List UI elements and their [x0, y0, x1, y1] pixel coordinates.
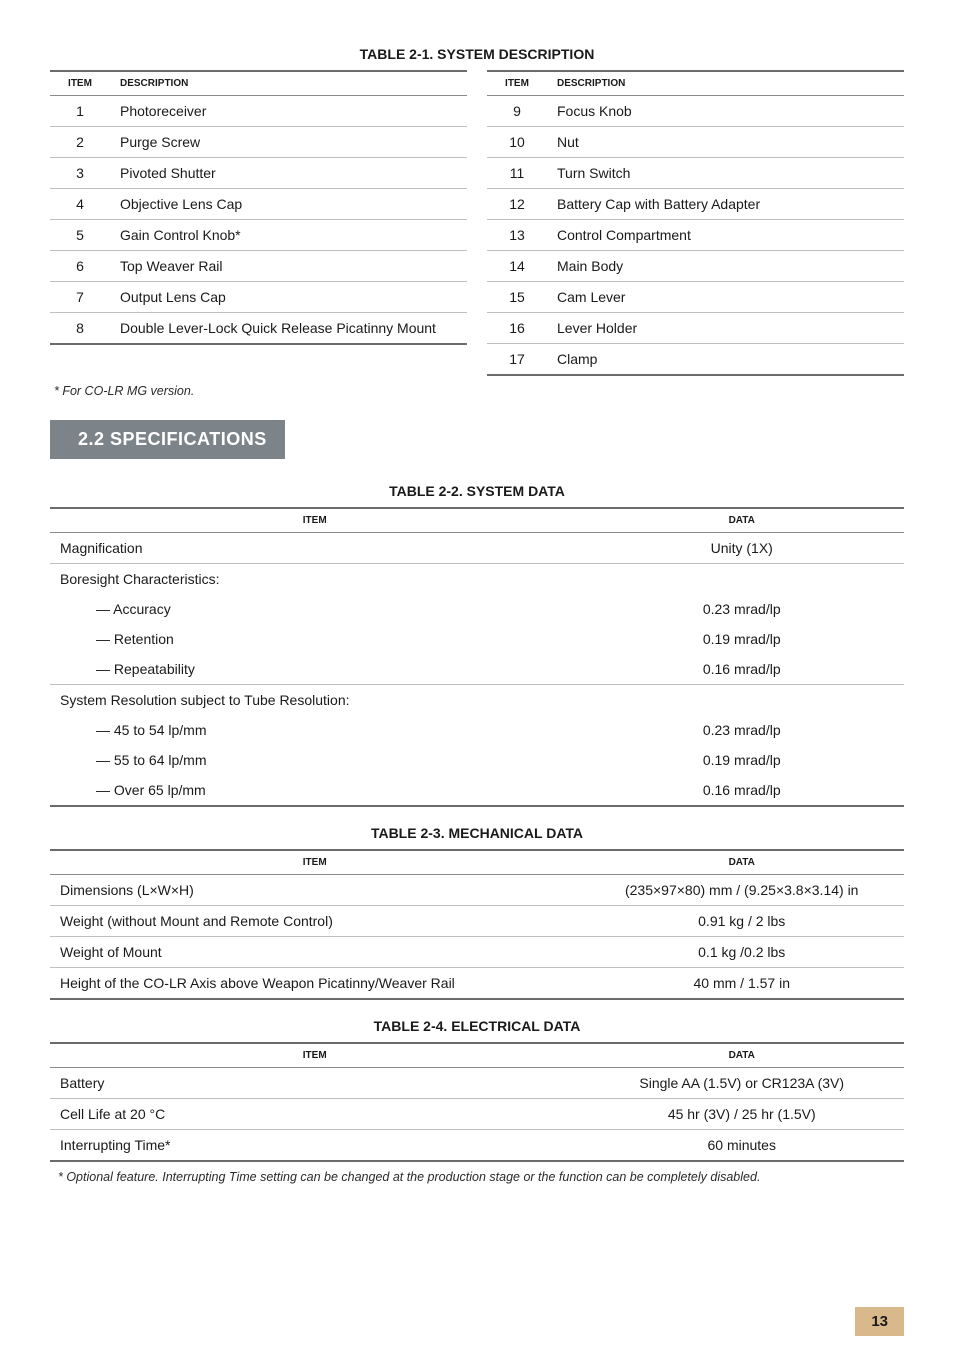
row-label: Cell Life at 20 °C [50, 1099, 579, 1130]
table-2-1-right: ITEM DESCRIPTION 9Focus Knob 10Nut 11Tur… [487, 70, 904, 376]
item-desc: Turn Switch [547, 158, 904, 189]
col-data-header: DATA [579, 1043, 904, 1068]
item-number: 15 [487, 282, 547, 313]
item-number: 2 [50, 127, 110, 158]
item-desc: Control Compartment [547, 220, 904, 251]
item-number: 6 [50, 251, 110, 282]
table-2-4: ITEM DATA BatterySingle AA (1.5V) or CR1… [50, 1042, 904, 1162]
table-2-1-left: ITEM DESCRIPTION 1Photoreceiver 2Purge S… [50, 70, 467, 345]
row-value: (235×97×80) mm / (9.25×3.8×3.14) in [579, 875, 904, 906]
item-desc: Top Weaver Rail [110, 251, 467, 282]
item-desc: Pivoted Shutter [110, 158, 467, 189]
item-number: 13 [487, 220, 547, 251]
col-desc-header: DESCRIPTION [110, 71, 467, 96]
item-desc: Gain Control Knob* [110, 220, 467, 251]
row-label: Height of the CO-LR Axis above Weapon Pi… [50, 968, 579, 1000]
item-number: 10 [487, 127, 547, 158]
col-item-header: ITEM [50, 71, 110, 96]
col-item-header: ITEM [487, 71, 547, 96]
item-desc: Cam Lever [547, 282, 904, 313]
row-value: 0.16 mrad/lp [579, 654, 904, 685]
table-2-1: ITEM DESCRIPTION 1Photoreceiver 2Purge S… [50, 70, 904, 376]
table-2-4-title: TABLE 2-4. ELECTRICAL DATA [50, 1018, 904, 1034]
row-label: — Over 65 lp/mm [50, 775, 579, 806]
row-label: — Repeatability [50, 654, 579, 685]
row-value: Unity (1X) [579, 533, 904, 564]
row-label: Weight (without Mount and Remote Control… [50, 906, 579, 937]
item-desc: Battery Cap with Battery Adapter [547, 189, 904, 220]
section-2-2-header: 2.2 SPECIFICATIONS [50, 420, 285, 459]
row-value: 0.19 mrad/lp [579, 624, 904, 654]
row-label: Battery [50, 1068, 579, 1099]
table-2-1-footnote: * For CO-LR MG version. [54, 384, 904, 398]
table-2-3-title: TABLE 2-3. MECHANICAL DATA [50, 825, 904, 841]
row-value: 0.16 mrad/lp [579, 775, 904, 806]
group-head: System Resolution subject to Tube Resolu… [50, 685, 579, 716]
item-number: 7 [50, 282, 110, 313]
item-desc: Main Body [547, 251, 904, 282]
item-desc: Clamp [547, 344, 904, 376]
item-desc: Objective Lens Cap [110, 189, 467, 220]
item-number: 12 [487, 189, 547, 220]
item-number: 11 [487, 158, 547, 189]
row-label: — 45 to 54 lp/mm [50, 715, 579, 745]
row-value: 0.19 mrad/lp [579, 745, 904, 775]
row-label: Dimensions (L×W×H) [50, 875, 579, 906]
col-desc-header: DESCRIPTION [547, 71, 904, 96]
col-data-header: DATA [579, 850, 904, 875]
item-number: 14 [487, 251, 547, 282]
row-value: 40 mm / 1.57 in [579, 968, 904, 1000]
item-desc: Purge Screw [110, 127, 467, 158]
row-label: — Accuracy [50, 594, 579, 624]
item-number: 5 [50, 220, 110, 251]
item-desc: Photoreceiver [110, 96, 467, 127]
table-2-2: ITEM DATA Magnification Unity (1X) Bores… [50, 507, 904, 807]
table-2-4-footnote: * Optional feature. Interrupting Time se… [54, 1170, 904, 1184]
item-number: 1 [50, 96, 110, 127]
item-number: 4 [50, 189, 110, 220]
row-value: Single AA (1.5V) or CR123A (3V) [579, 1068, 904, 1099]
item-desc: Lever Holder [547, 313, 904, 344]
item-desc: Double Lever-Lock Quick Release Picatinn… [110, 313, 467, 345]
row-value: 0.91 kg / 2 lbs [579, 906, 904, 937]
item-number: 3 [50, 158, 110, 189]
row-label: Interrupting Time* [50, 1130, 579, 1162]
table-2-1-title: TABLE 2-1. SYSTEM DESCRIPTION [50, 46, 904, 62]
col-item-header: ITEM [50, 508, 579, 533]
item-desc: Nut [547, 127, 904, 158]
page-number: 13 [855, 1307, 904, 1336]
item-desc: Focus Knob [547, 96, 904, 127]
row-value: 60 minutes [579, 1130, 904, 1162]
row-value: 0.23 mrad/lp [579, 594, 904, 624]
row-label: Magnification [50, 533, 579, 564]
col-item-header: ITEM [50, 1043, 579, 1068]
item-number: 9 [487, 96, 547, 127]
row-value: 0.1 kg /0.2 lbs [579, 937, 904, 968]
group-head: Boresight Characteristics: [50, 564, 579, 595]
item-number: 16 [487, 313, 547, 344]
table-2-3: ITEM DATA Dimensions (L×W×H)(235×97×80) … [50, 849, 904, 1000]
item-desc: Output Lens Cap [110, 282, 467, 313]
row-label: Weight of Mount [50, 937, 579, 968]
row-value: 0.23 mrad/lp [579, 715, 904, 745]
item-number: 8 [50, 313, 110, 345]
table-2-2-title: TABLE 2-2. SYSTEM DATA [50, 483, 904, 499]
row-label: — Retention [50, 624, 579, 654]
col-data-header: DATA [579, 508, 904, 533]
row-value: 45 hr (3V) / 25 hr (1.5V) [579, 1099, 904, 1130]
item-number: 17 [487, 344, 547, 376]
col-item-header: ITEM [50, 850, 579, 875]
row-label: — 55 to 64 lp/mm [50, 745, 579, 775]
